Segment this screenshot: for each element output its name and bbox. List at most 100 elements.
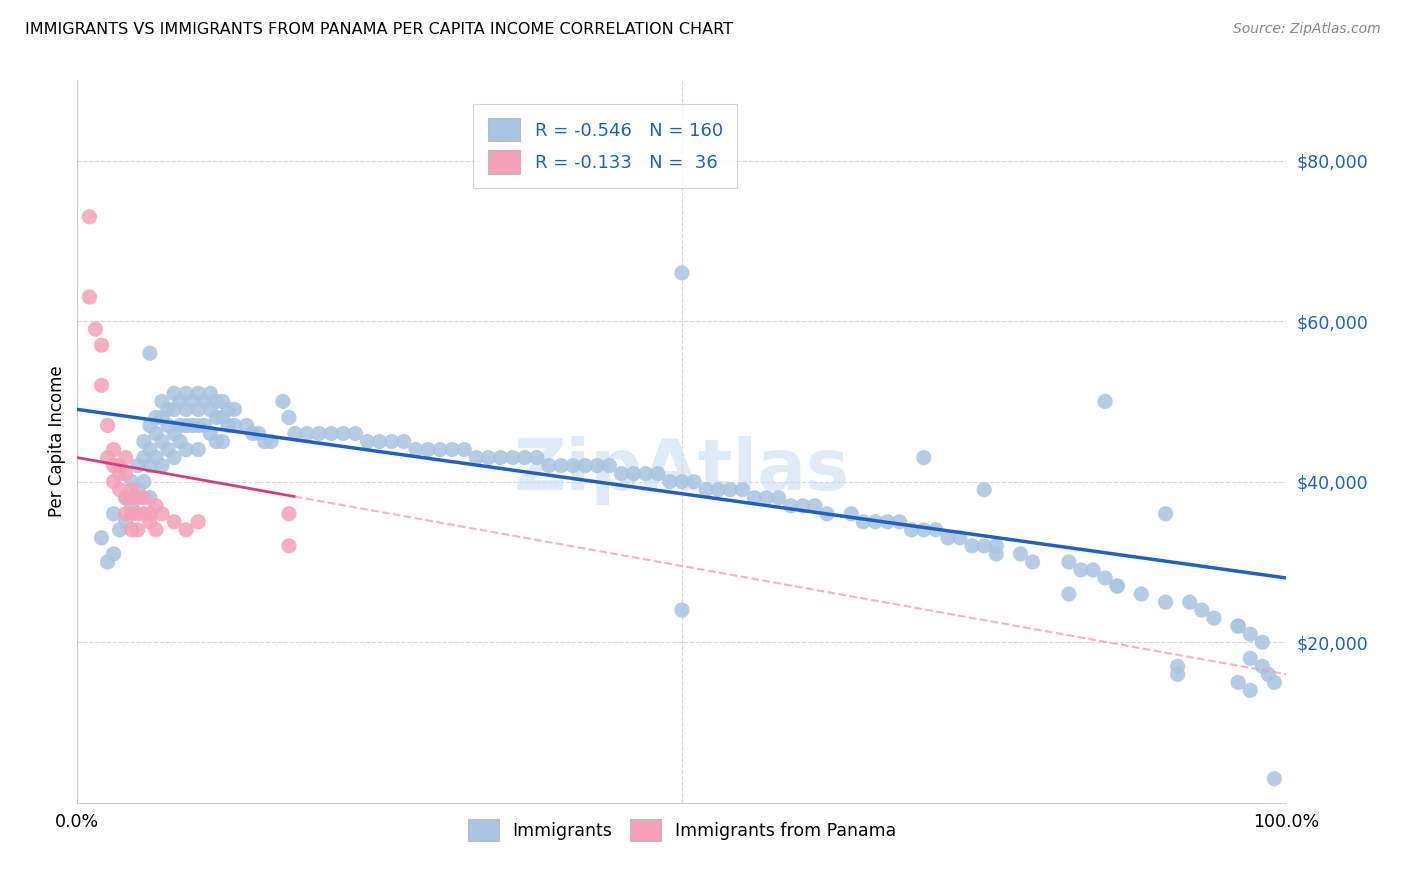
Point xyxy=(718,483,741,497)
Point xyxy=(114,467,136,481)
Point xyxy=(139,346,162,360)
Point xyxy=(96,555,118,569)
Point xyxy=(169,418,191,433)
Point xyxy=(200,426,222,441)
Point xyxy=(132,491,155,505)
Point xyxy=(865,515,887,529)
Point xyxy=(960,539,983,553)
Point xyxy=(145,410,167,425)
Point xyxy=(1021,555,1043,569)
Point xyxy=(562,458,585,473)
Point xyxy=(441,442,464,457)
Point xyxy=(1081,563,1104,577)
Point xyxy=(671,266,693,280)
Point xyxy=(683,475,706,489)
Point xyxy=(163,515,186,529)
Point xyxy=(1178,595,1201,609)
Y-axis label: Per Capita Income: Per Capita Income xyxy=(48,366,66,517)
Point xyxy=(332,426,354,441)
Point xyxy=(150,434,173,449)
Point xyxy=(278,507,301,521)
Point xyxy=(247,426,270,441)
Point xyxy=(211,434,233,449)
Point xyxy=(108,458,131,473)
Point xyxy=(876,515,898,529)
Point xyxy=(1154,507,1177,521)
Point xyxy=(755,491,778,505)
Text: IMMIGRANTS VS IMMIGRANTS FROM PANAMA PER CAPITA INCOME CORRELATION CHART: IMMIGRANTS VS IMMIGRANTS FROM PANAMA PER… xyxy=(25,22,734,37)
Point xyxy=(205,410,228,425)
Point xyxy=(96,418,118,433)
Point xyxy=(973,483,995,497)
Point xyxy=(114,515,136,529)
Point xyxy=(211,394,233,409)
Point xyxy=(132,507,155,521)
Point xyxy=(356,434,378,449)
Point xyxy=(114,507,136,521)
Point xyxy=(1191,603,1213,617)
Point xyxy=(103,475,125,489)
Point xyxy=(193,418,215,433)
Point xyxy=(453,442,475,457)
Point xyxy=(139,507,162,521)
Point xyxy=(815,507,838,521)
Point xyxy=(84,322,107,336)
Point xyxy=(381,434,404,449)
Point xyxy=(169,434,191,449)
Point xyxy=(132,450,155,465)
Point xyxy=(79,290,101,304)
Point xyxy=(610,467,633,481)
Point xyxy=(205,394,228,409)
Point xyxy=(139,515,162,529)
Point xyxy=(260,434,283,449)
Point xyxy=(114,491,136,505)
Point xyxy=(744,491,766,505)
Point xyxy=(211,410,233,425)
Point xyxy=(174,402,197,417)
Point xyxy=(779,499,801,513)
Point xyxy=(187,515,209,529)
Point xyxy=(121,491,143,505)
Point xyxy=(634,467,657,481)
Point xyxy=(108,523,131,537)
Point xyxy=(121,483,143,497)
Point xyxy=(103,547,125,561)
Point xyxy=(1239,627,1261,641)
Point xyxy=(1070,563,1092,577)
Point xyxy=(96,450,118,465)
Point xyxy=(839,507,862,521)
Point xyxy=(253,434,276,449)
Point xyxy=(368,434,391,449)
Point xyxy=(731,483,754,497)
Point xyxy=(308,426,330,441)
Point xyxy=(658,475,681,489)
Point xyxy=(163,386,186,401)
Point xyxy=(224,418,246,433)
Point xyxy=(278,539,301,553)
Point xyxy=(235,418,257,433)
Point xyxy=(647,467,669,481)
Point xyxy=(550,458,572,473)
Point xyxy=(1107,579,1129,593)
Point xyxy=(1154,595,1177,609)
Point xyxy=(623,467,645,481)
Point xyxy=(132,475,155,489)
Point xyxy=(852,515,875,529)
Point xyxy=(405,442,427,457)
Point xyxy=(163,402,186,417)
Point xyxy=(127,491,149,505)
Point xyxy=(145,499,167,513)
Point xyxy=(1167,659,1189,673)
Point xyxy=(284,426,307,441)
Point xyxy=(181,418,204,433)
Point xyxy=(695,483,717,497)
Point xyxy=(150,507,173,521)
Point xyxy=(392,434,415,449)
Point xyxy=(574,458,596,473)
Point xyxy=(489,450,512,465)
Point xyxy=(1239,683,1261,698)
Point xyxy=(90,338,112,352)
Legend: Immigrants, Immigrants from Panama: Immigrants, Immigrants from Panama xyxy=(461,812,903,848)
Point xyxy=(1227,675,1250,690)
Point xyxy=(145,426,167,441)
